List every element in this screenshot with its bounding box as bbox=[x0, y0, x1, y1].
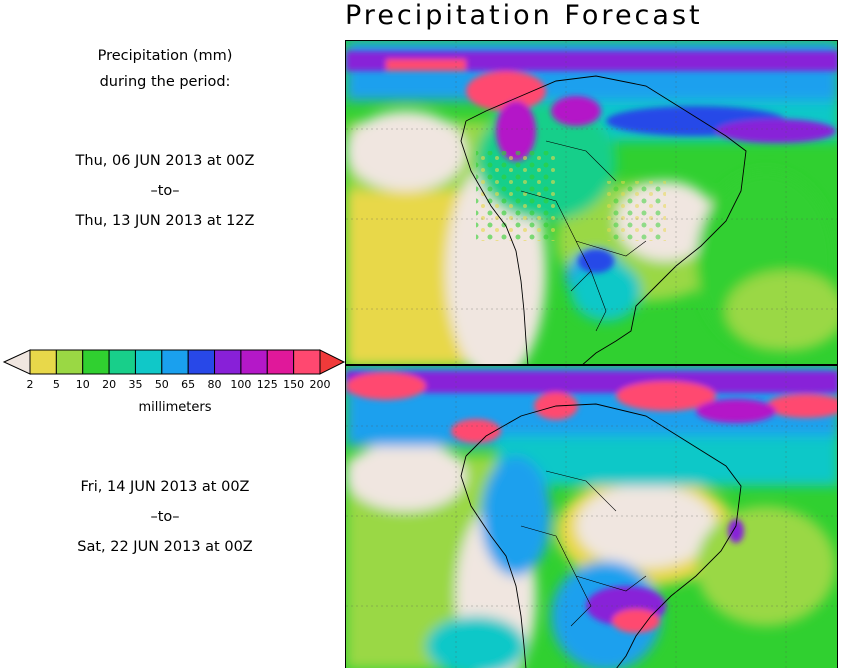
colorbar-tick-label: 20 bbox=[102, 378, 117, 391]
colorbar-tick-label: 80 bbox=[207, 378, 222, 391]
period1-separator: –to– bbox=[150, 183, 180, 199]
period2-separator: –to– bbox=[150, 509, 180, 525]
colorbar-tick-label: 65 bbox=[181, 378, 196, 391]
colorbar-tick-label: 5 bbox=[52, 378, 60, 391]
colorbar-cell bbox=[55, 349, 84, 375]
colorbar-tick-label: 100 bbox=[230, 378, 252, 391]
colorbar-cell bbox=[240, 349, 268, 375]
colorbar-tick-label: 50 bbox=[154, 378, 169, 391]
period1-end: Thu, 13 JUN 2013 at 12Z bbox=[75, 213, 255, 229]
period2-start: Fri, 14 JUN 2013 at 00Z bbox=[80, 479, 250, 495]
colorbar-arrow-high bbox=[319, 349, 346, 375]
colorbar-cell bbox=[134, 349, 163, 375]
forecast-map-period2 bbox=[345, 365, 838, 668]
period-heading-line1: Precipitation (mm) bbox=[97, 48, 233, 64]
colorbar-cell bbox=[214, 349, 242, 375]
colorbar-tick-label: 200 bbox=[309, 378, 331, 391]
period-heading-line2: during the period: bbox=[99, 74, 231, 90]
period1-start: Thu, 06 JUN 2013 at 00Z bbox=[75, 153, 255, 169]
colorbar-tick-label: 10 bbox=[75, 378, 90, 391]
colorbar-tick-label: 35 bbox=[128, 378, 143, 391]
colorbar-tick-label: 2 bbox=[26, 378, 34, 391]
colorbar-arrow-low bbox=[2, 349, 31, 375]
precipitation-colorbar bbox=[2, 349, 346, 375]
colorbar-tick-label: 125 bbox=[256, 378, 278, 391]
period2-end: Sat, 22 JUN 2013 at 00Z bbox=[77, 539, 253, 555]
colorbar-cell bbox=[82, 349, 110, 375]
colorbar-unit-label: millimeters bbox=[138, 400, 212, 415]
colorbar-cell bbox=[108, 349, 136, 375]
colorbar-cell bbox=[187, 349, 216, 375]
colorbar-cell bbox=[293, 349, 321, 375]
page-title: Precipitation Forecast bbox=[345, 0, 703, 31]
colorbar-tick-label: 150 bbox=[283, 378, 305, 391]
colorbar-cell bbox=[161, 349, 189, 375]
colorbar-cell bbox=[266, 349, 295, 375]
forecast-map-period1 bbox=[345, 40, 838, 365]
colorbar-cell bbox=[29, 349, 57, 375]
